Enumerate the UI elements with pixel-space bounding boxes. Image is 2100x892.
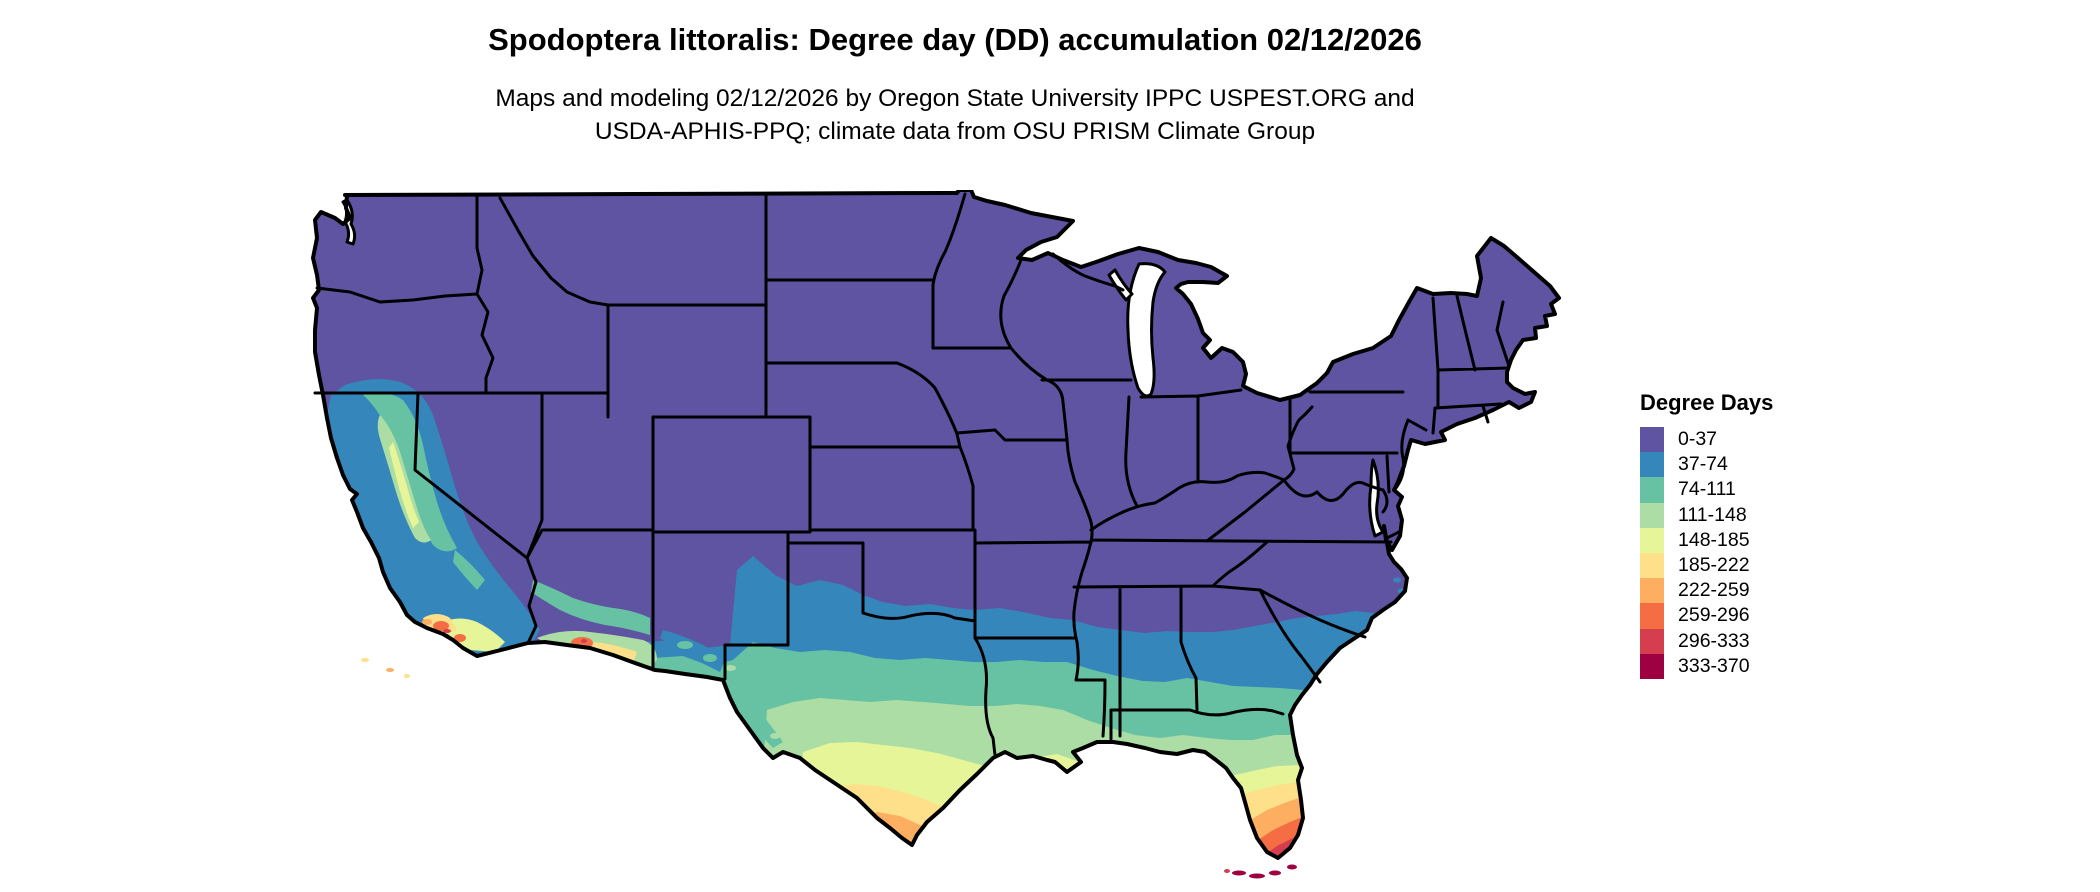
legend-title: Degree Days [1640,390,1774,415]
spot [308,243,312,249]
legend-label: 222-259 [1678,579,1750,602]
legend-row: 148-185 [1640,527,1773,553]
socal-paleyellow [443,618,505,652]
legend-row: 185-222 [1640,552,1773,579]
spot [1224,869,1230,873]
legend-swatch [1640,628,1664,654]
legend-row: 74-111 [1640,477,1773,503]
spot [454,634,466,642]
legend-row: 259-296 [1640,603,1773,629]
spot [404,674,410,678]
legend-label: 37-74 [1678,453,1728,476]
legend-label: 0-37 [1678,428,1718,451]
spot [317,423,323,429]
legend-row: 222-259 [1640,578,1773,604]
spot [314,404,320,412]
spot [1232,870,1246,876]
legend-label: 74-111 [1678,478,1736,501]
legend-swatch [1640,527,1664,553]
legend-label: 185-222 [1678,554,1750,577]
legend-row: 333-370 [1640,653,1773,679]
az-teal-band [531,580,650,635]
ca-teal-south [453,550,485,590]
legend-swatch [1640,603,1664,629]
florida-keys [1224,864,1297,879]
spot [422,619,432,625]
legend-swatch [1640,552,1664,579]
legend-label: 259-296 [1678,604,1750,627]
spot [677,641,693,649]
legend-swatch [1640,578,1664,604]
subtitle-line-1: Maps and modeling 02/12/2026 by Oregon S… [495,85,1415,112]
legend-label: 111-148 [1678,503,1747,526]
legend-swatch [1640,477,1664,503]
ca-teal-ring [363,392,457,552]
spot [443,629,451,633]
figure-title: Spodoptera littoralis: Degree day (DD) a… [488,22,1422,57]
figure-subtitle: Maps and modeling 02/12/2026 by Oregon S… [495,82,1414,148]
green-bay [1107,268,1134,302]
legend-label: 296-333 [1678,629,1750,652]
legend-row: 0-37 [1640,427,1773,453]
subtitle-line-2: USDA-APHIS-PPQ; climate data from OSU PR… [594,118,1316,145]
spot [703,654,717,662]
inland-water [341,198,1385,538]
legend-row: 296-333 [1640,628,1773,654]
wtx-rio-grande-teal [730,682,783,748]
legend-row: 37-74 [1640,452,1773,478]
spot [1287,864,1297,870]
legend-swatch [1640,452,1664,478]
legend-row: 111-148 [1640,502,1773,528]
legend: Degree Days 0-37 37-74 74-111 111-148 14… [1640,390,1773,679]
legend-label: 148-185 [1678,528,1750,551]
spot [770,733,780,739]
legend-swatch [1640,502,1664,528]
spot [361,658,369,662]
spot [433,621,449,631]
spot [1249,873,1265,879]
legend-swatch [1640,653,1664,679]
lake-michigan [1126,262,1167,398]
legend-label: 333-370 [1678,654,1750,677]
spot [724,665,736,671]
spot [1269,870,1281,876]
spot [1393,577,1401,583]
us-degree-day-map [308,190,1561,879]
channel-islands [361,658,410,678]
us-outline [311,190,1561,860]
chesapeake-bay [1368,458,1385,538]
spot [386,668,394,672]
legend-swatch [1640,427,1664,453]
spot [581,639,587,643]
ca-valley-paleyellow [389,442,419,528]
